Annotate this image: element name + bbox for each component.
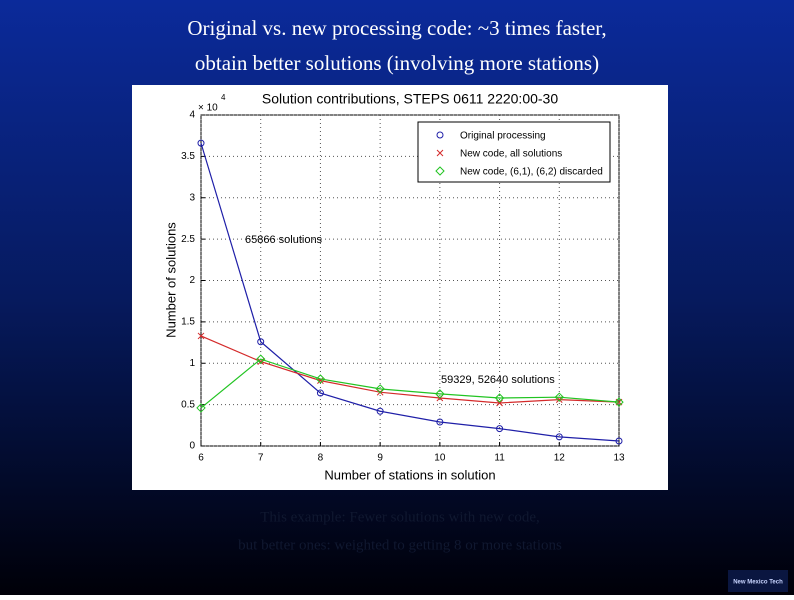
legend-box: [417, 121, 611, 183]
marker: [554, 392, 564, 402]
logo: New Mexico Tech: [733, 580, 783, 586]
marker: [196, 403, 206, 413]
x-tick-label: 6: [198, 453, 204, 464]
y-multiplier: × 10: [198, 103, 218, 114]
note: but better ones: weighted to getting 8 o…: [238, 537, 562, 553]
y-axis-label: Number of solutions: [163, 222, 178, 338]
x-tick-label: 11: [494, 453, 505, 464]
x-tick-label: 10: [434, 453, 446, 464]
legend-label: New code, (6,1), (6,2) discarded: [460, 167, 603, 178]
chart: 0 0.5 1 1.5 2 2.5 3 3.5 4 6 7 8 9 10 11 12 13 Solution co…: [163, 91, 625, 483]
marker: [614, 397, 624, 407]
y-exponent: 4: [221, 93, 226, 102]
marker: [496, 425, 504, 433]
y-tick-label: 1.5: [181, 317, 195, 328]
series-line: [200, 142, 620, 442]
chart-title: Solution contributions, STEPS 0611 2220:…: [262, 91, 558, 107]
x-tick-label: 13: [613, 453, 625, 464]
marker: [197, 332, 205, 340]
marker: [197, 139, 205, 147]
marker: [315, 374, 326, 384]
slide-title: obtain better solutions (involving more …: [195, 51, 599, 75]
marker: [375, 384, 385, 394]
x-tick-label: 8: [318, 453, 324, 464]
series-line: [200, 335, 620, 404]
x-axis-label: Number of stations in solution: [324, 467, 495, 482]
annotation: 65866 solutions: [245, 234, 323, 246]
y-tick-label: 4: [189, 110, 195, 121]
marker: [615, 437, 623, 445]
legend-marker: [436, 149, 444, 157]
y-tick-label: 3: [189, 192, 195, 203]
marker: [435, 389, 445, 399]
logo-box: [728, 570, 788, 592]
x-tick-label: 7: [258, 453, 264, 464]
legend-marker: [435, 166, 445, 176]
y-tick-label: 1: [189, 358, 195, 369]
marker: [555, 433, 563, 441]
marker: [256, 354, 266, 364]
x-tick-label: 9: [377, 453, 383, 464]
legend-label: Original processing: [460, 131, 546, 142]
slide-title: Original vs. new processing code: ~3 tim…: [187, 16, 606, 40]
marker: [376, 407, 384, 415]
legend-label: New code, all solutions: [460, 149, 562, 160]
y-tick-label: 2.5: [181, 234, 195, 245]
marker: [496, 399, 503, 407]
annotation: 59329, 52640 solutions: [441, 374, 555, 386]
marker: [494, 393, 505, 403]
x-tick-label: 12: [554, 453, 566, 464]
marker: [257, 338, 265, 346]
note: This example: Fewer solutions with new c…: [260, 509, 540, 525]
marker: [316, 389, 324, 397]
y-tick-label: 0: [189, 441, 195, 452]
legend-marker: [436, 131, 444, 139]
y-tick-label: 2: [189, 275, 195, 286]
series-line: [200, 358, 620, 409]
marker: [436, 418, 444, 426]
y-tick-label: 3.5: [181, 151, 195, 162]
y-tick-label: 0.5: [181, 399, 195, 410]
